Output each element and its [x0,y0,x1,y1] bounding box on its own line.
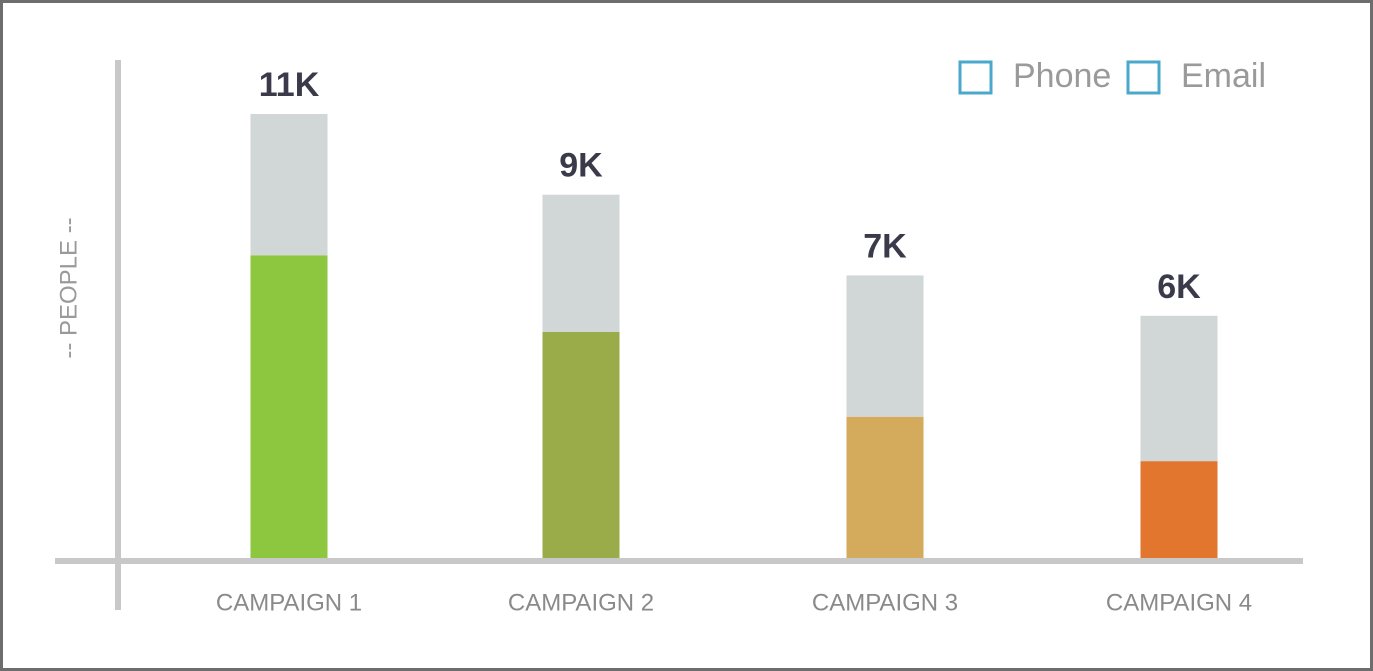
bar-segment [250,114,328,256]
total-label: 11K [259,66,320,104]
x-tick-label: CAMPAIGN 4 [1106,589,1252,616]
bar-segment [1140,315,1218,462]
legend-swatch [958,60,993,95]
legend-swatch [1126,60,1161,95]
legend-label: Email [1181,57,1266,95]
bar-segment [542,331,620,558]
bar-segment [542,194,620,332]
bar-segment [250,255,328,559]
x-tick-label: CAMPAIGN 3 [812,589,958,616]
y-axis-label: -- PEOPLE -- [55,217,82,358]
legend-label: Phone [1013,57,1111,95]
bar-segment [846,416,924,558]
bar-segment [1140,461,1218,558]
total-label: 7K [863,227,907,265]
x-tick-label: CAMPAIGN 2 [508,589,654,616]
bar-segment [846,275,924,417]
x-tick-label: CAMPAIGN 1 [216,589,362,616]
total-label: 6K [1157,268,1201,306]
total-label: 9K [559,147,603,185]
